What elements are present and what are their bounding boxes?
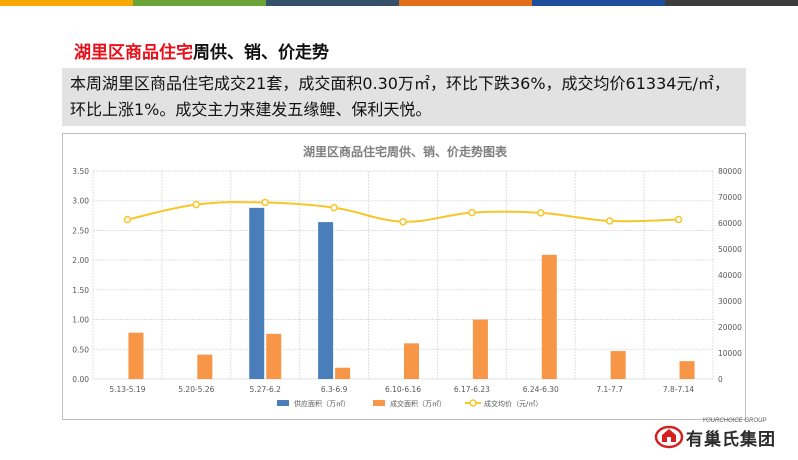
slide-title: 湖里区商品住宅周供、销、价走势 [74, 38, 329, 63]
price-point [468, 208, 476, 217]
bar-sold [197, 354, 213, 379]
company-logo: YOURCHOICE GROUP 有巢氏集团 [654, 418, 794, 452]
y-left-tick-label: 3.00 [72, 197, 89, 206]
bar-sold [335, 367, 351, 379]
legend-label: 供应面积（万㎡） [294, 399, 350, 408]
bar-sold [541, 254, 557, 379]
legend-swatch [373, 400, 385, 406]
top-bar-segment [0, 0, 133, 6]
bar-supply [318, 222, 334, 379]
logo-mark-icon [654, 425, 684, 449]
y-right-tick-label: 60000 [718, 219, 742, 228]
y-right-tick-label: 10000 [718, 349, 742, 358]
legend-label: 成交均价（元/㎡） [484, 399, 542, 408]
bar-sold [679, 361, 695, 379]
logo-chinese: 有巢氏集团 [686, 430, 776, 450]
y-right-tick-label: 0 [718, 375, 723, 384]
bar-sold [128, 332, 144, 379]
y-left-tick-label: 0.00 [72, 375, 89, 384]
y-right-tick-label: 30000 [718, 297, 742, 306]
bar-sold [266, 333, 282, 379]
top-bar-segment [665, 0, 798, 6]
bar-sold [610, 351, 626, 379]
combo-chart: 湖里区商品住宅周供、销、价走势图表 0.00 0.50 1.00 1.50 2.00 2.5… [72, 144, 742, 408]
legend-label: 成交面积（万㎡） [390, 399, 446, 408]
slide-title-red: 湖里区商品住宅 [74, 43, 193, 63]
top-bar-segment [532, 0, 665, 6]
y-right-tick-label: 40000 [718, 271, 742, 280]
price-point [261, 198, 269, 207]
y-left-tick-label: 2.50 [72, 226, 89, 235]
y-left-tick-label: 1.50 [72, 286, 89, 295]
price-point [674, 215, 683, 224]
x-tick-label: 5.20-5.26 [178, 385, 214, 394]
x-tick-label: 6.24-6.30 [523, 385, 559, 394]
y-right-tick-label: 80000 [718, 167, 742, 176]
bar-sold [472, 319, 488, 379]
x-tick-label: 5.27-6.2 [250, 385, 282, 394]
legend-swatch [277, 400, 289, 406]
legend-swatch-marker [469, 399, 477, 407]
bar-sold [404, 343, 419, 379]
x-tick-label: 6.17-6.23 [454, 385, 490, 394]
price-point [537, 209, 545, 217]
y-left-tick-label: 2.00 [72, 256, 89, 265]
price-point [605, 217, 614, 225]
top-bar-segment [266, 0, 399, 6]
price-point [192, 200, 201, 209]
chart-title: 湖里区商品住宅周供、销、价走势图表 [303, 144, 508, 159]
price-point [330, 203, 338, 212]
top-bar-segment [399, 0, 532, 6]
top-bar-segment [133, 0, 266, 6]
price-point [123, 215, 132, 224]
price-point [399, 217, 407, 226]
y-right-tick-label: 70000 [718, 193, 742, 202]
x-tick-label: 7.1-7.7 [596, 385, 623, 394]
x-tick-label: 5.13-5.19 [109, 385, 145, 394]
y-left-tick-label: 0.50 [72, 345, 89, 354]
x-tick-label: 6.3-6.9 [321, 385, 348, 394]
x-tick-label: 7.8-7.14 [663, 385, 695, 394]
bar-supply [249, 207, 265, 379]
y-left-tick-label: 1.00 [72, 316, 89, 325]
y-right-tick-label: 50000 [718, 245, 742, 254]
top-color-bar [0, 0, 798, 6]
x-tick-label: 6.10-6.16 [385, 385, 421, 394]
summary-text: 本周湖里区商品住宅成交21套，成交面积0.30万㎡，环比下跌36%，成交均价61… [62, 68, 746, 126]
y-left-tick-label: 3.50 [72, 167, 89, 176]
y-right-tick-label: 20000 [718, 323, 742, 332]
chart-panel: 湖里区商品住宅周供、销、价走势图表 0.00 0.50 1.00 1.50 2.00 2.5… [62, 133, 746, 420]
slide-title-black: 周供、销、价走势 [193, 43, 329, 63]
logo-english: YOURCHOICE GROUP [702, 418, 767, 424]
